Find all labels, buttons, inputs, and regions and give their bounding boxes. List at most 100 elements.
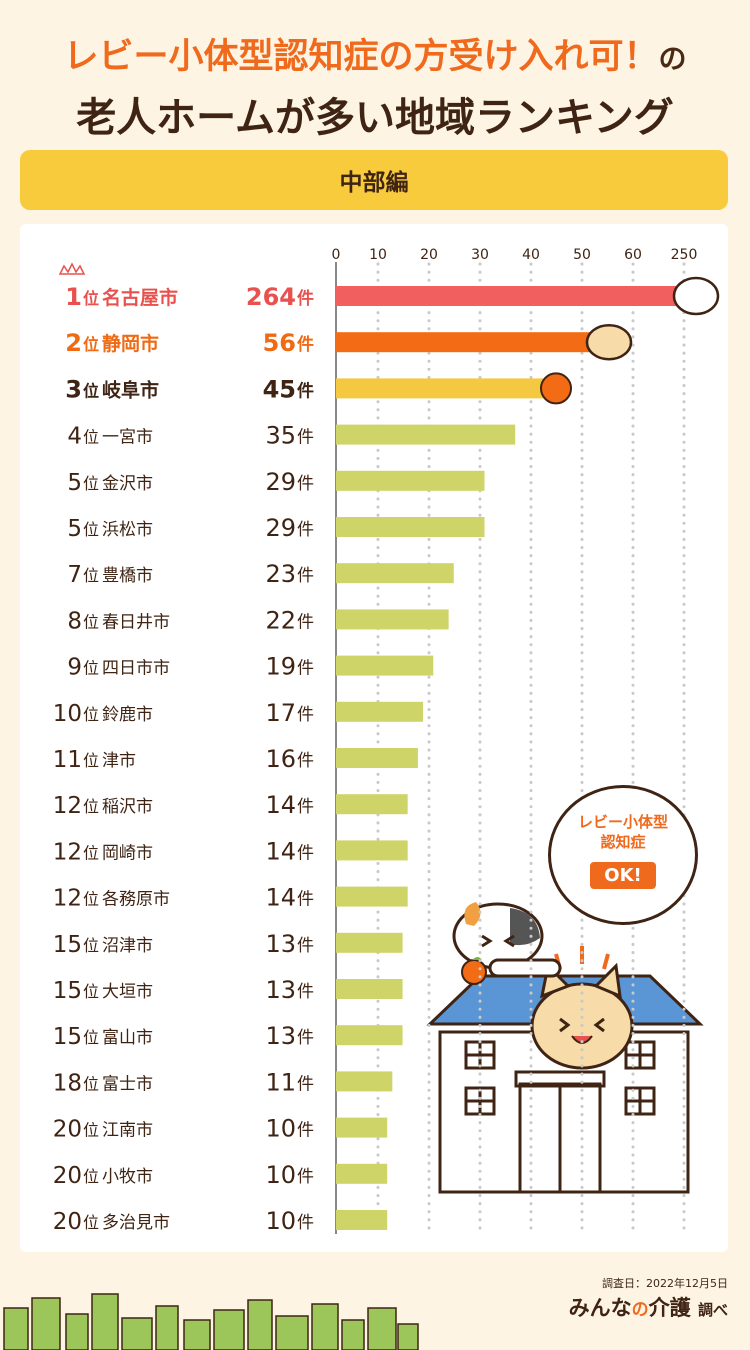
x-tick-label: 20 <box>420 247 438 263</box>
rank-suffix: 位 <box>83 566 99 585</box>
city-label: 一宮市 <box>102 428 153 448</box>
brand-logo: みんなの介護 調べ <box>569 1292 728 1322</box>
rank-number: 2 <box>65 329 82 357</box>
city-label: 江南市 <box>102 1121 153 1141</box>
value-suffix: 件 <box>297 797 314 817</box>
value-suffix: 件 <box>297 566 314 586</box>
rank-number: 20 <box>53 1209 82 1235</box>
value-suffix: 件 <box>297 1028 314 1048</box>
bar-icons <box>58 262 720 405</box>
rank-number: 1 <box>65 283 82 311</box>
value-suffix: 件 <box>297 659 314 679</box>
bar <box>336 932 403 953</box>
rank-suffix: 位 <box>83 520 99 539</box>
rank-suffix: 位 <box>83 428 99 447</box>
title-main: レビー小体型認知症の方受け入れ可！ <box>63 37 659 77</box>
rank-number: 20 <box>53 1163 82 1189</box>
rank-suffix: 位 <box>83 335 99 354</box>
title-line-2: 老人ホームが多い地域ランキング <box>76 95 674 141</box>
rank-suffix: 位 <box>83 843 99 862</box>
brand-suffix: 調べ <box>697 1301 728 1319</box>
city-label: 春日井市 <box>102 612 170 632</box>
x-tick-label: 60 <box>624 247 642 263</box>
ranking-chart: 0 10 20 30 40 50 60 2501 位名古屋市 264 件2 位静岡市 56 件3 位岐阜市 4… <box>53 247 720 1236</box>
balloon-line-2: 認知症 <box>600 833 646 851</box>
value-label: 23 <box>265 560 296 588</box>
value-label: 10 <box>265 1115 296 1143</box>
value-suffix: 件 <box>297 751 314 771</box>
city-label: 静岡市 <box>102 332 159 355</box>
value-label: 14 <box>265 837 296 865</box>
rank-suffix: 位 <box>83 1167 99 1186</box>
cat-head-icon <box>585 323 633 361</box>
city-label: 富山市 <box>102 1028 153 1048</box>
calico-cat-illustration <box>452 902 562 978</box>
bar <box>336 1071 393 1092</box>
value-label: 14 <box>265 791 296 819</box>
rank-number: 20 <box>53 1117 82 1143</box>
rank-suffix: 位 <box>83 289 99 308</box>
bar <box>336 563 454 584</box>
rank-suffix: 位 <box>83 474 99 493</box>
survey-date: 調査日：2022年12月5日 <box>602 1277 728 1290</box>
value-label: 29 <box>265 514 296 542</box>
x-tick-label: 0 <box>332 247 341 263</box>
bar <box>336 840 408 861</box>
value-suffix: 件 <box>297 982 314 1002</box>
x-tick-label: 40 <box>522 247 540 263</box>
bar <box>336 979 403 999</box>
region-banner: 中部編 <box>20 150 728 210</box>
rank-suffix: 位 <box>83 890 99 909</box>
bar <box>336 1163 388 1184</box>
value-label: 13 <box>265 930 296 958</box>
brand-part-b: 介護 <box>648 1296 691 1320</box>
rank-number: 10 <box>53 701 82 727</box>
city-label: 岐阜市 <box>102 378 159 401</box>
city-skyline-illustration <box>3 1293 419 1350</box>
value-suffix: 件 <box>297 1074 314 1094</box>
value-suffix: 件 <box>297 936 314 956</box>
speech-balloon: レビー小体型 認知症 OK! <box>548 785 698 925</box>
rank-number: 7 <box>67 562 82 588</box>
value-suffix: 件 <box>297 843 314 863</box>
orange-icon <box>540 372 572 405</box>
rank-number: 9 <box>67 655 82 681</box>
value-label: 56 <box>263 329 296 357</box>
value-suffix: 件 <box>297 1167 314 1187</box>
city-label: 各務原市 <box>102 890 170 910</box>
city-label: 沼津市 <box>102 936 153 956</box>
bar <box>336 748 418 768</box>
rank-suffix: 位 <box>83 612 99 631</box>
value-label: 35 <box>265 422 296 450</box>
crown-icon <box>58 262 86 275</box>
x-tick-label: 250 <box>671 247 698 263</box>
city-label: 鈴鹿市 <box>102 705 153 725</box>
title-line-1: レビー小体型認知症の方受け入れ可！の <box>0 28 750 79</box>
bar <box>336 378 567 399</box>
value-label: 14 <box>265 884 296 912</box>
value-label: 16 <box>265 745 296 773</box>
rank-number: 12 <box>53 886 82 912</box>
rank-suffix: 位 <box>83 1213 99 1232</box>
bar <box>336 424 516 445</box>
value-label: 13 <box>265 1022 296 1050</box>
rank-suffix: 位 <box>83 1121 99 1140</box>
bar <box>336 701 424 722</box>
x-tick-label: 30 <box>471 247 489 263</box>
bar <box>336 1210 388 1230</box>
rank-suffix: 位 <box>83 1074 99 1093</box>
bar <box>336 1117 388 1138</box>
value-suffix: 件 <box>297 705 314 725</box>
rank-number: 11 <box>53 747 82 773</box>
rank-number: 8 <box>67 608 82 634</box>
value-label: 11 <box>265 1068 296 1096</box>
value-suffix: 件 <box>297 1213 314 1233</box>
city-label: 名古屋市 <box>102 286 178 309</box>
city-label: 津市 <box>102 751 136 771</box>
rank-number: 12 <box>53 839 82 865</box>
value-suffix: 件 <box>297 380 314 401</box>
value-label: 19 <box>265 653 296 681</box>
value-suffix: 件 <box>297 890 314 910</box>
bar <box>336 332 623 353</box>
bar <box>336 470 485 491</box>
